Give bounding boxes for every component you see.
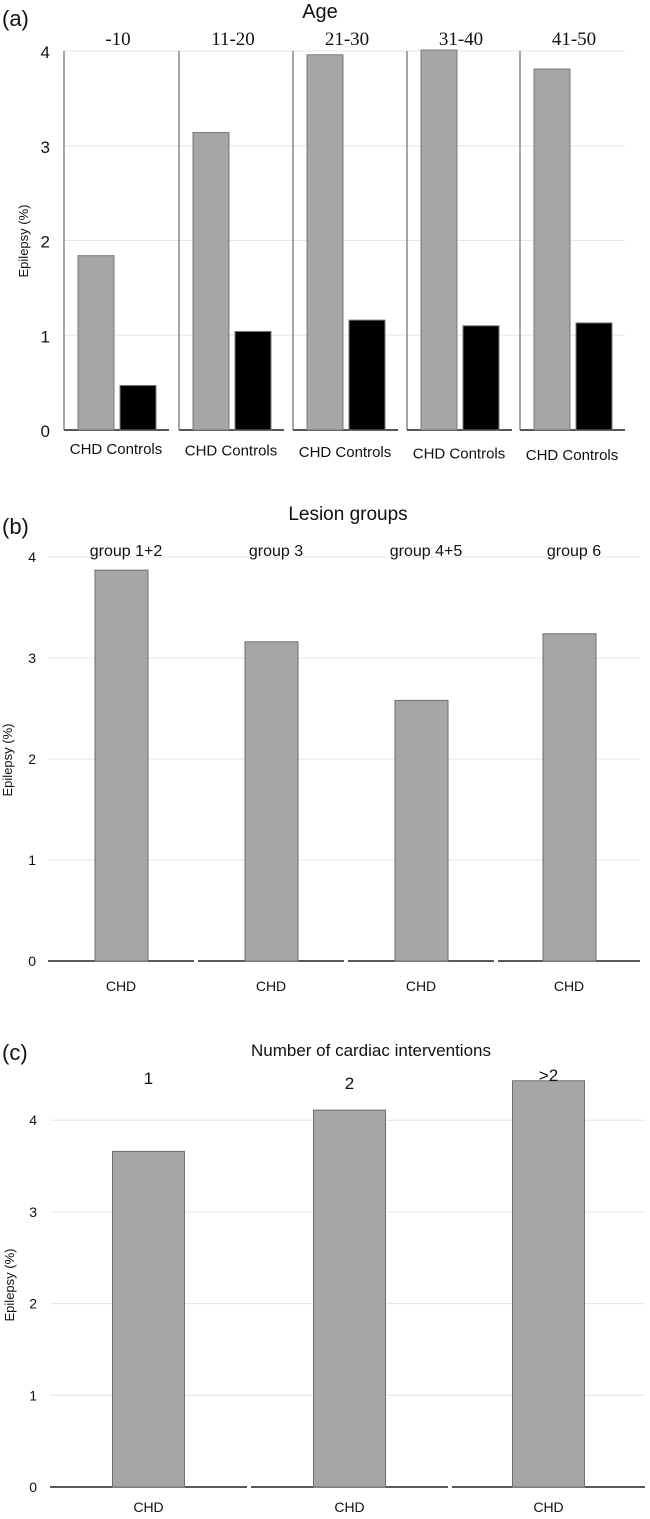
bar-group 6 bbox=[542, 633, 597, 962]
group-label: 1 bbox=[144, 1069, 153, 1088]
group-label: group 1+2 bbox=[90, 543, 163, 560]
group-label: group 3 bbox=[249, 543, 303, 560]
group-label: group 4+5 bbox=[390, 543, 463, 560]
y-tick-label: 0 bbox=[29, 1479, 37, 1495]
bars-a bbox=[63, 49, 625, 431]
group-labels-c: 1 2 >2 bbox=[144, 1066, 558, 1093]
bar-label: CHD bbox=[133, 1499, 163, 1515]
bar-label: CHD bbox=[533, 1499, 563, 1515]
bar-label: CHD Controls bbox=[70, 441, 163, 458]
bar-label: CHD Controls bbox=[413, 446, 506, 463]
bar-chd-21-30 bbox=[306, 54, 344, 431]
bars-c bbox=[50, 1080, 645, 1488]
y-tick-label: 2 bbox=[29, 1296, 37, 1312]
group-labels-a: -10 11-20 21-30 31-40 41-50 bbox=[105, 29, 596, 50]
chart-title-c: Number of cardiac interventions bbox=[251, 1041, 491, 1060]
y-axis-label-c: Epilepsy (%) bbox=[2, 1249, 17, 1322]
y-tick-label: 1 bbox=[29, 1387, 37, 1403]
group-label: >2 bbox=[539, 1066, 558, 1085]
bar-labels-a: CHD Controls CHD Controls CHD Controls CHD … bbox=[70, 441, 619, 464]
chart-title-b: Lesion groups bbox=[288, 504, 407, 525]
panel-label-b: (b) bbox=[2, 514, 29, 539]
group-labels-b: group 1+2 group 3 group 4+5 group 6 bbox=[90, 543, 601, 560]
y-ticks-c: 0 1 2 3 4 bbox=[29, 1112, 37, 1495]
bars-b bbox=[48, 569, 640, 962]
group-label: 31-40 bbox=[439, 29, 483, 50]
group-label: group 6 bbox=[547, 543, 601, 560]
chart-panel-a: (a) Age Epilepsy (%) 0 1 2 3 4 -10 11-20 21-30… bbox=[2, 1, 625, 464]
bar-controls-11-20 bbox=[234, 330, 272, 431]
bar-label: CHD bbox=[106, 978, 136, 994]
group-label: 11-20 bbox=[211, 29, 255, 50]
bar-chd--10 bbox=[77, 255, 115, 431]
y-tick-label: 4 bbox=[41, 43, 50, 62]
bar-2 bbox=[313, 1109, 386, 1488]
chart-panel-c: (c) Number of cardiac interventions Epil… bbox=[2, 1040, 645, 1515]
y-tick-label: 1 bbox=[41, 327, 50, 346]
bar-controls-41-50 bbox=[575, 322, 613, 431]
y-tick-label: 3 bbox=[29, 1204, 37, 1220]
bar-labels-b: CHD CHD CHD CHD bbox=[106, 978, 584, 994]
bar-label: CHD Controls bbox=[526, 447, 619, 464]
panel-label-a: (a) bbox=[2, 6, 29, 31]
y-tick-label: 2 bbox=[41, 233, 50, 252]
chart-title-a: Age bbox=[302, 1, 338, 23]
y-ticks-b: 0 1 2 3 4 bbox=[28, 549, 36, 969]
bar-controls--10 bbox=[119, 384, 157, 431]
y-axis-label-b: Epilepsy (%) bbox=[0, 724, 15, 797]
bar-group 4+5 bbox=[394, 699, 449, 962]
y-tick-label: 0 bbox=[41, 422, 50, 441]
bar-1 bbox=[112, 1150, 185, 1488]
bar-label: CHD Controls bbox=[299, 444, 392, 461]
bar-label: CHD bbox=[554, 978, 584, 994]
panel-label-c: (c) bbox=[2, 1040, 28, 1065]
bar-group 3 bbox=[244, 641, 299, 962]
y-ticks-a: 0 1 2 3 4 bbox=[41, 43, 50, 441]
y-tick-label: 4 bbox=[29, 1112, 37, 1128]
bar-label: CHD bbox=[406, 978, 436, 994]
bar-labels-c: CHD CHD CHD bbox=[133, 1499, 563, 1515]
y-tick-label: 3 bbox=[28, 650, 36, 666]
bar-controls-31-40 bbox=[462, 325, 500, 431]
bar-group 1+2 bbox=[94, 569, 149, 962]
bar-label: CHD Controls bbox=[185, 443, 278, 460]
bar->2 bbox=[512, 1080, 585, 1488]
bar-label: CHD bbox=[334, 1499, 364, 1515]
y-tick-label: 0 bbox=[28, 953, 36, 969]
bar-chd-31-40 bbox=[420, 49, 458, 431]
y-tick-label: 1 bbox=[28, 852, 36, 868]
y-tick-label: 4 bbox=[28, 549, 36, 565]
y-tick-label: 3 bbox=[41, 138, 50, 157]
group-label: 41-50 bbox=[552, 29, 596, 50]
group-label: 2 bbox=[345, 1074, 354, 1093]
bar-chd-11-20 bbox=[192, 131, 230, 431]
group-label: -10 bbox=[105, 29, 130, 50]
group-label: 21-30 bbox=[325, 29, 369, 50]
y-tick-label: 2 bbox=[28, 751, 36, 767]
bar-controls-21-30 bbox=[348, 319, 386, 431]
y-axis-label-a: Epilepsy (%) bbox=[16, 205, 31, 278]
chart-panel-b: (b) Lesion groups Epilepsy (%) 0 1 2 3 4 gro… bbox=[0, 504, 640, 994]
bar-chd-41-50 bbox=[533, 68, 571, 431]
bar-label: CHD bbox=[256, 978, 286, 994]
gridlines-a bbox=[64, 50, 625, 336]
